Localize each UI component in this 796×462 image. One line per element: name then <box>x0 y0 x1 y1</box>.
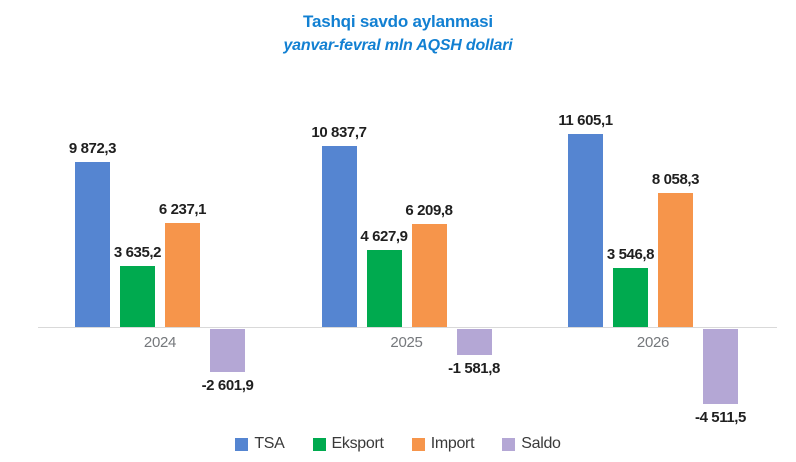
bar-saldo-2025 <box>456 328 492 355</box>
bar-value-label: 6 209,8 <box>405 201 453 219</box>
bar-import-2024 <box>165 223 200 327</box>
bar-value-label: 3 546,8 <box>606 245 655 263</box>
chart-header: Tashqi savdo aylanmasi yanvar-fevral mln… <box>0 10 796 58</box>
legend-item-tsa: TSA <box>235 435 285 452</box>
x-axis-tick-label: 2024 <box>143 334 177 351</box>
bar-value-label: 9 872,3 <box>68 140 117 158</box>
legend-label: Eksport <box>331 435 384 452</box>
legend-swatch-tsa <box>235 437 249 451</box>
legend-item-eksport: Eksport <box>312 435 384 452</box>
bar-import-2025 <box>411 223 447 327</box>
bar-value-label: 10 837,7 <box>311 124 367 142</box>
bar-value-label: 6 237,1 <box>158 201 207 219</box>
chart-subtitle: yanvar-fevral mln AQSH dollari <box>283 37 513 54</box>
x-axis-tick-label: 2025 <box>390 334 423 351</box>
bar-saldo-2024 <box>210 328 245 372</box>
bar-value-label: -2 601,9 <box>201 377 254 395</box>
bar-value-label: 8 058,3 <box>651 170 700 188</box>
bar-value-label: 11 605,1 <box>558 111 613 129</box>
legend-item-saldo: Saldo <box>502 435 561 452</box>
bar-eksport-2026 <box>613 267 648 327</box>
bar-eksport-2024 <box>120 266 155 327</box>
bar-tsa-2025 <box>321 146 357 327</box>
x-axis-tick-label: 2026 <box>636 334 670 351</box>
legend: TSA Eksport Import Saldo <box>0 436 796 452</box>
bar-import-2026 <box>658 192 693 327</box>
chart-title: Tashqi savdo aylanmasi <box>303 12 493 31</box>
bar-value-label: 4 627,9 <box>360 227 408 245</box>
bar-value-label: -4 511,5 <box>694 409 746 427</box>
bar-saldo-2026 <box>703 328 738 404</box>
legend-swatch-eksport <box>312 437 326 451</box>
legend-label: TSA <box>254 435 285 452</box>
legend-swatch-import <box>411 437 425 451</box>
legend-swatch-saldo <box>502 437 516 451</box>
bar-value-label: -1 581,8 <box>448 360 500 378</box>
legend-label: Import <box>430 435 475 452</box>
legend-label: Saldo <box>521 435 561 452</box>
bar-tsa-2026 <box>568 133 603 327</box>
bar-value-label: 3 635,2 <box>113 244 162 262</box>
bar-eksport-2025 <box>366 249 402 327</box>
bar-tsa-2024 <box>75 162 110 327</box>
x-axis-line <box>38 327 777 328</box>
legend-item-import: Import <box>411 435 475 452</box>
